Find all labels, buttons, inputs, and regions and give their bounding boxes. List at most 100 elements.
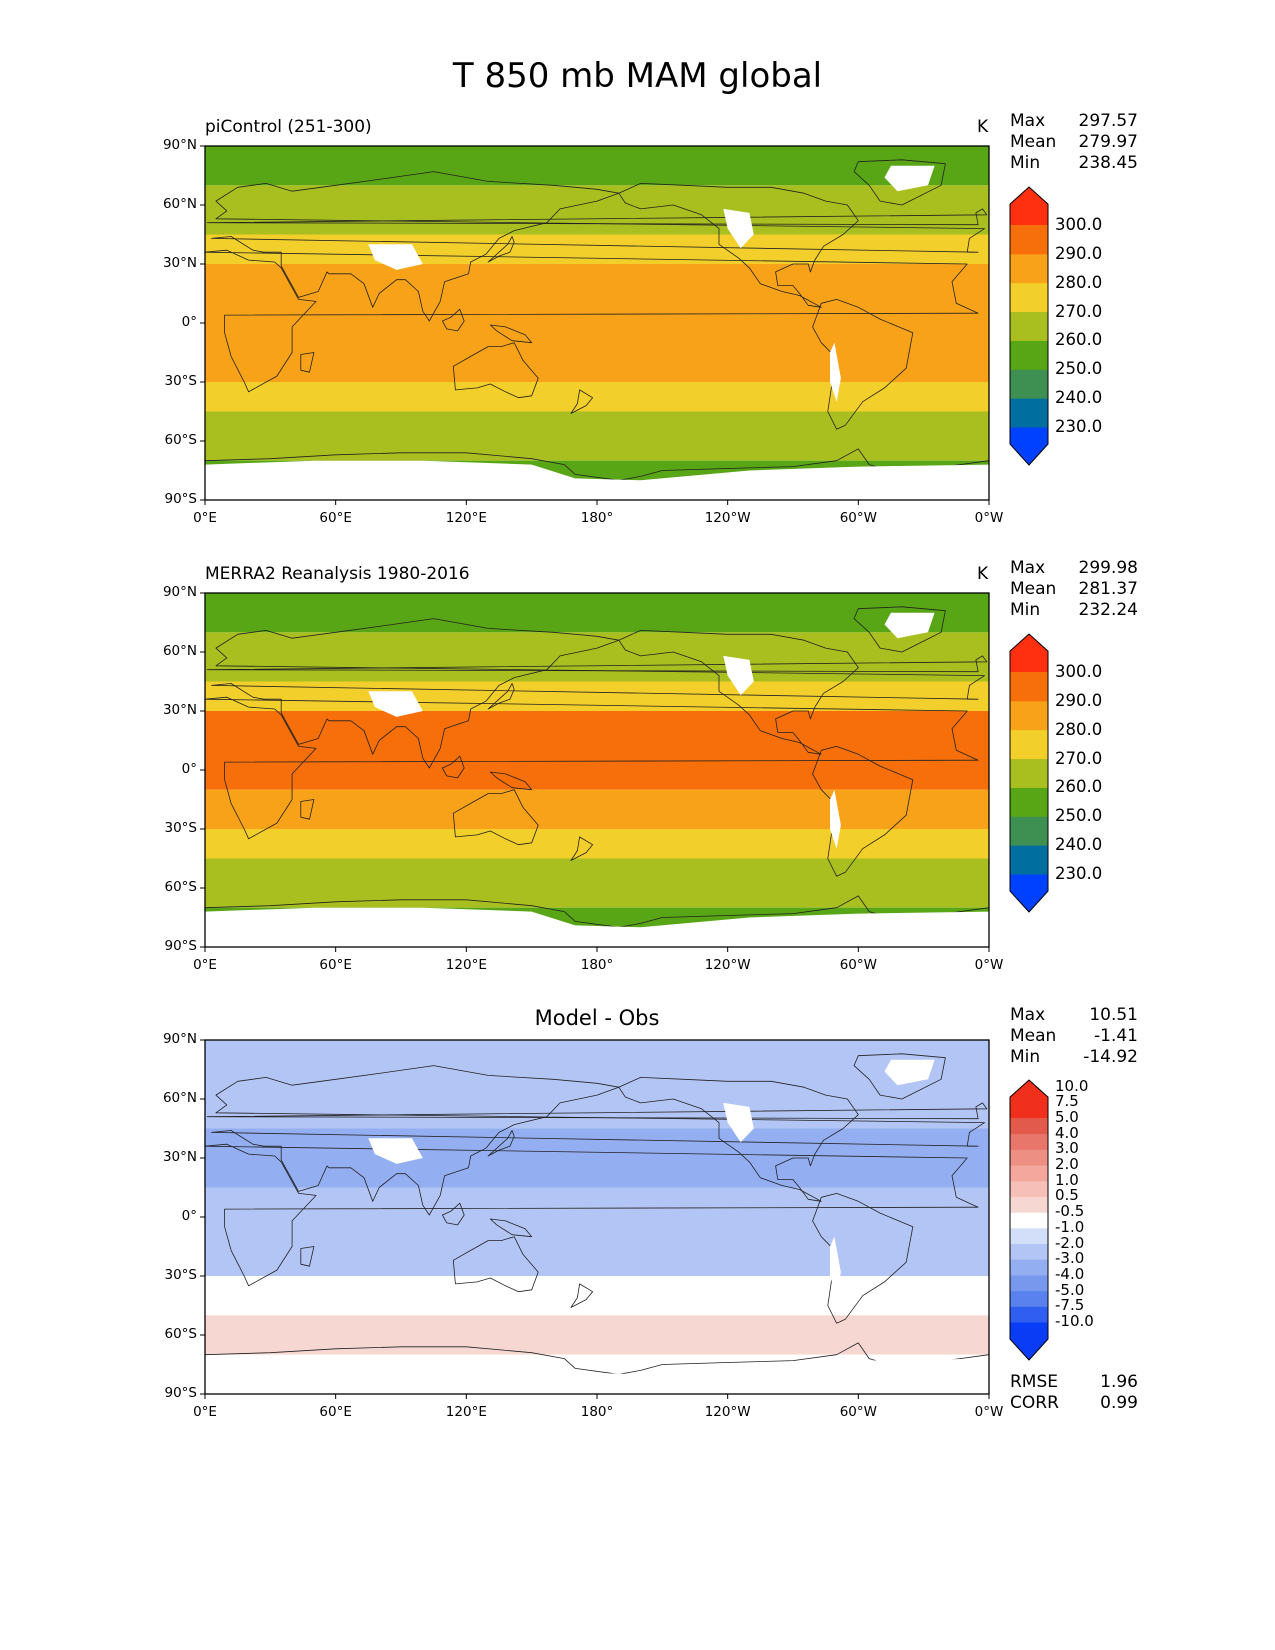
colorbar-label: -1.0 (1055, 1217, 1085, 1236)
y-tick-label: 90°N (162, 584, 197, 600)
antarctica-outline (204, 448, 990, 481)
colorbar-outline (1009, 186, 1049, 466)
colorbar-extend-low (1010, 427, 1048, 465)
colorbar-segment (1010, 1149, 1048, 1166)
greenland-outline (853, 606, 946, 653)
y-tick-label: 90°N (162, 1031, 197, 1047)
stat-row: Max 297.57 (1010, 111, 1138, 132)
stat-name: Mean (1010, 1026, 1057, 1046)
y-tick-label: 90°S (164, 938, 198, 954)
colorbar-label: 230.0 (1055, 864, 1103, 883)
colorbar-segment (1010, 845, 1048, 875)
north-america-outline (618, 1077, 859, 1202)
missing-data-mask (723, 655, 754, 696)
colorbar-label: 10.0 (1055, 1076, 1089, 1095)
colorbar-label: 5.0 (1055, 1108, 1079, 1126)
stat-name: CORR (1010, 1393, 1059, 1413)
zonal-band (205, 146, 989, 186)
colorbar-segment (1010, 1118, 1048, 1135)
stat-name: Mean (1010, 579, 1057, 599)
colorbar-label: 2.0 (1055, 1155, 1079, 1174)
missing-data-mask (884, 612, 935, 639)
australia-outline (452, 342, 539, 399)
units-label: K (977, 117, 989, 137)
colorbar-segment (1010, 816, 1048, 846)
stat-name: RMSE (1010, 1372, 1059, 1392)
x-tick-label: 60°W (839, 957, 877, 973)
japan-outline (487, 683, 515, 710)
stat-row: Mean 279.97 (1010, 132, 1138, 153)
colorbar-segment (1010, 311, 1048, 341)
colorbar-label: 270.0 (1055, 748, 1103, 768)
missing-data-mask (830, 789, 841, 849)
stat-value: 0.99 (1100, 1393, 1138, 1413)
x-tick-label: 60°E (319, 510, 352, 526)
antarctica-outline (204, 895, 990, 928)
zonal-band (205, 632, 989, 682)
stat-name: Min (1010, 600, 1041, 620)
zonal-band (205, 460, 989, 500)
japan-outline (487, 1130, 515, 1157)
x-tick-label: 0°W (974, 1404, 1004, 1420)
stat-row: CORR 0.99 (1010, 1393, 1138, 1414)
greenland-outline (853, 159, 946, 206)
missing-data-mask (368, 244, 423, 270)
colorbar-label: 300.0 (1055, 662, 1103, 681)
x-tick-label: 0°W (974, 510, 1004, 526)
colorbar-label: -10.0 (1055, 1312, 1094, 1330)
zonal-band (205, 829, 989, 859)
europe-asia-outline (211, 1065, 985, 1216)
y-tick-label: 60°N (162, 643, 197, 659)
zonal-band (205, 858, 989, 908)
colorbar-label: 250.0 (1055, 359, 1103, 379)
y-tick-label: 30°S (164, 1267, 198, 1283)
y-tick-label: 90°S (164, 1385, 198, 1401)
x-tick-label: 60°E (319, 1404, 352, 1420)
y-tick-label: 30°S (164, 820, 198, 836)
colorbar-segment (1010, 1243, 1048, 1260)
new-zealand-outline (570, 389, 593, 414)
colorbar-segment (1010, 1274, 1048, 1292)
x-tick-label: 180° (580, 957, 614, 973)
zonal-band (205, 382, 989, 412)
stat-value: 238.45 (1078, 153, 1138, 173)
x-tick-label: 0°E (193, 510, 217, 526)
new-guinea-outline (489, 771, 533, 791)
colorbar-label: 240.0 (1055, 388, 1103, 408)
zonal-band (205, 789, 989, 829)
colorbar-segment (1010, 700, 1048, 731)
x-tick-label: 0°E (193, 1404, 217, 1420)
stat-row: Max 299.98 (1010, 558, 1138, 579)
japan-outline (487, 236, 515, 263)
x-tick-label: 120°E (445, 1404, 487, 1420)
missing-data-mask (368, 1138, 423, 1164)
y-tick-label: 0° (181, 1208, 197, 1224)
stat-value: -1.41 (1094, 1026, 1138, 1046)
missing-data-mask (368, 691, 423, 717)
new-guinea-outline (489, 324, 533, 344)
new-zealand-outline (570, 836, 593, 861)
stat-name: Min (1010, 1047, 1041, 1067)
antarctica-outline (204, 1342, 990, 1375)
stat-row: Min 232.24 (1010, 600, 1138, 621)
stat-name: Max (1010, 558, 1046, 578)
stat-value: 1.96 (1100, 1372, 1138, 1392)
stat-name: Mean (1010, 132, 1057, 152)
stat-row: Min -14.92 (1010, 1047, 1138, 1068)
y-tick-label: 90°S (164, 491, 198, 507)
colorbar-label: -3.0 (1055, 1249, 1085, 1268)
stat-name: Max (1010, 111, 1046, 131)
stat-row: Mean 281.37 (1010, 579, 1138, 600)
australia-outline (452, 1236, 539, 1293)
y-tick-label: 60°S (164, 432, 198, 448)
uk-outline (206, 1102, 988, 1120)
colorbar-outline (1009, 1079, 1049, 1361)
colorbar-segment (1010, 1180, 1048, 1197)
colorbar-extend-high (1010, 634, 1048, 672)
colorbar-segment (1010, 340, 1048, 370)
zonal-band (205, 264, 989, 382)
colorbar-label: 4.0 (1055, 1123, 1079, 1142)
colorbar-segment (1010, 369, 1048, 399)
new-guinea-outline (489, 1218, 533, 1238)
stat-name: Max (1010, 1005, 1046, 1025)
